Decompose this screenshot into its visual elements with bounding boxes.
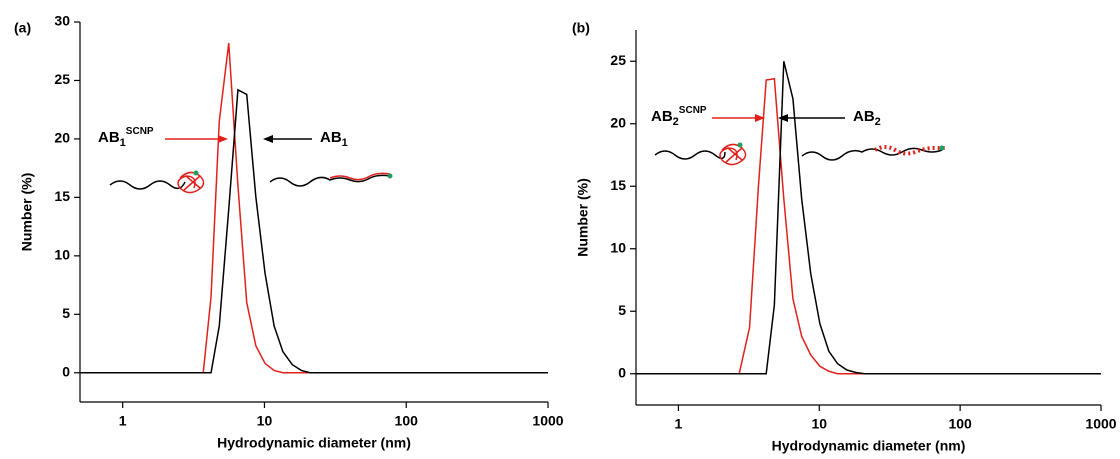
x-axis-label: Hydrodynamic diameter (nm) [772,438,966,454]
annotation: AB2SCNP [651,105,707,128]
y-tick-label: 20 [54,130,70,146]
annotation-sub: 2 [673,116,679,128]
x-tick-label: 10 [257,413,273,429]
arrow-head [778,114,788,122]
y-tick-label: 20 [610,114,626,130]
panel-label: (a) [14,20,31,36]
x-tick-label: 1 [119,413,127,429]
annotation-base: AB [320,129,342,146]
arrow-head [263,135,273,143]
annotation-base: AB [651,108,673,125]
annotation-base: AB [853,108,875,125]
annotation-sup: SCNP [126,126,154,137]
arrow-head [218,135,228,143]
annotation: AB1SCNP [98,126,154,149]
data-line [80,88,548,374]
y-tick-label: 0 [618,364,626,380]
data-line [80,42,548,374]
panel-label: (b) [572,20,590,36]
y-tick-label: 30 [54,13,70,29]
annotation-sup: SCNP [679,105,707,116]
x-tick-label: 1000 [532,413,563,429]
annotation-sub: 1 [342,137,348,149]
y-tick-label: 15 [54,188,70,204]
y-axis-label: Number (%) [575,178,591,257]
y-tick-label: 5 [62,305,70,321]
annotation-sub: 1 [120,137,126,149]
annotation: AB1 [320,129,348,149]
annotation-sub: 2 [875,116,881,128]
annotation-base: AB [98,129,120,146]
x-axis-label: Hydrodynamic diameter (nm) [217,435,411,451]
x-tick-label: 100 [395,413,419,429]
polymer-icons [109,142,945,194]
y-tick-label: 10 [54,247,70,263]
y-tick-label: 0 [62,363,70,379]
y-tick-label: 15 [610,177,626,193]
y-tick-label: 25 [54,71,70,87]
y-tick-label: 5 [618,302,626,318]
y-axis-label: Number (%) [19,173,35,252]
x-tick-label: 10 [811,416,827,432]
x-tick-label: 100 [948,416,972,432]
y-tick-label: 10 [610,239,626,255]
data-line [636,77,1101,375]
arrow-head [755,114,765,122]
x-tick-label: 1000 [1085,416,1116,432]
y-tick-label: 25 [610,52,626,68]
x-tick-label: 1 [675,416,683,432]
annotation: AB2 [853,108,881,128]
data-line [636,61,1101,375]
